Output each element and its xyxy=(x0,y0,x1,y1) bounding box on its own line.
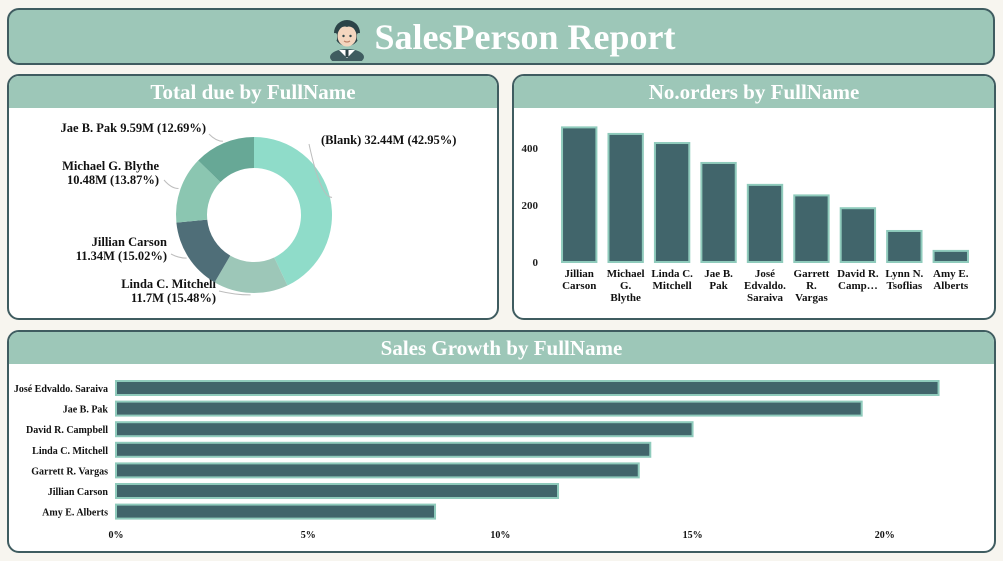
x-tick-label: Mitchell xyxy=(653,280,692,292)
donut-leader-line xyxy=(170,253,187,259)
donut-slice xyxy=(198,137,254,183)
salesperson-avatar-icon xyxy=(329,19,364,61)
x-tick-label: 0% xyxy=(109,530,124,541)
total-due-title: Total due by FullName xyxy=(9,76,497,108)
x-tick-label: 15% xyxy=(683,530,703,541)
x-tick-label: Lynn N. xyxy=(885,268,923,280)
orders-bar xyxy=(932,249,969,263)
y-tick-label: 200 xyxy=(522,200,539,212)
y-tick-label: 400 xyxy=(522,143,539,155)
x-tick-label: Pak xyxy=(709,280,728,292)
x-tick-label: Garrett xyxy=(794,268,830,280)
x-tick-label: Amy E. xyxy=(933,268,969,280)
growth-bar xyxy=(115,421,694,438)
donut-label-value: 11.34M (15.02%) xyxy=(76,249,167,263)
x-tick-label: Blythe xyxy=(610,292,641,304)
y-tick-label: Garrett R. Vargas xyxy=(31,466,108,477)
total-due-panel: Total due by FullName (Blank) 32.44M (42… xyxy=(7,74,499,320)
donut-label-value: 11.7M (15.48%) xyxy=(131,291,216,305)
donut-slice xyxy=(214,255,288,293)
y-tick-label: José Edvaldo. Saraiva xyxy=(14,384,108,395)
x-tick-label: 5% xyxy=(301,530,316,541)
donut-slice xyxy=(176,219,231,283)
growth-bar xyxy=(115,503,437,520)
x-tick-label: Alberts xyxy=(933,280,969,292)
y-tick-label: Jillian Carson xyxy=(48,487,109,498)
donut-slice xyxy=(254,137,332,286)
y-tick-label: Amy E. Alberts xyxy=(42,508,108,519)
donut-leader-line xyxy=(163,179,179,190)
donut-leader-line xyxy=(308,143,333,198)
orders-bar xyxy=(886,229,923,263)
x-tick-label: 20% xyxy=(875,530,895,541)
x-tick-label: Jae B. xyxy=(704,268,733,280)
orders-panel: No.orders by FullName 0 200 400 Jillian Cars… xyxy=(512,74,996,320)
donut-slice xyxy=(175,160,221,223)
y-tick-label: 0 xyxy=(533,257,539,269)
total-due-donut-chart: (Blank) 32.44M (42.95%) Linda C. Mitchell… xyxy=(61,121,457,305)
growth-bar xyxy=(115,400,863,417)
donut-label: (Blank) 32.44M (42.95%) xyxy=(321,133,456,147)
x-tick-label: 10% xyxy=(490,530,510,541)
report-header: SalesPerson Report xyxy=(7,8,995,65)
donut-label-value: 10.48M (13.87%) xyxy=(67,173,159,187)
x-tick-label: Saraiva xyxy=(747,292,784,304)
x-tick-label: Camp… xyxy=(838,280,878,292)
orders-title: No.orders by FullName xyxy=(514,76,994,108)
x-tick-label: Linda C. xyxy=(651,268,693,280)
y-tick-label: Linda C. Mitchell xyxy=(32,446,108,457)
x-tick-label: Jillian xyxy=(565,268,594,280)
x-tick-label: Carson xyxy=(562,280,596,292)
orders-bar xyxy=(607,132,644,263)
donut-leader-line xyxy=(208,133,223,142)
growth-bar xyxy=(115,441,652,458)
orders-bar xyxy=(561,126,598,263)
y-tick-label: Jae B. Pak xyxy=(63,405,109,416)
x-tick-label: David R. xyxy=(837,268,879,280)
orders-bar xyxy=(746,183,784,263)
orders-bar xyxy=(793,194,830,263)
donut-label-name: Michael G. Blythe xyxy=(62,159,159,173)
sales-growth-panel: Sales Growth by FullName José Edvaldo. S… xyxy=(7,330,996,553)
page-title: SalesPerson Report xyxy=(374,16,676,57)
x-tick-label: José xyxy=(755,268,775,280)
x-tick-label: G. xyxy=(620,280,632,292)
growth-bar xyxy=(115,462,640,479)
sales-growth-bar-chart: José Edvaldo. Saraiva Jae B. Pak David R. … xyxy=(14,380,940,541)
x-tick-label: Tsoflias xyxy=(886,280,922,292)
y-tick-label: David R. Campbell xyxy=(26,425,108,436)
x-tick-label: Edvaldo. xyxy=(744,280,786,292)
orders-bar xyxy=(700,161,737,263)
growth-bar xyxy=(115,380,940,396)
orders-bar xyxy=(839,207,877,264)
orders-bar xyxy=(653,142,691,263)
donut-label: Jae B. Pak 9.59M (12.69%) xyxy=(61,121,206,135)
x-tick-label: Vargas xyxy=(795,292,828,304)
growth-bar xyxy=(115,483,560,499)
donut-label-name: Linda C. Mitchell xyxy=(121,277,216,291)
x-tick-label: Michael xyxy=(607,268,645,280)
donut-label-name: Jillian Carson xyxy=(92,235,167,249)
sales-growth-title: Sales Growth by FullName xyxy=(9,332,994,364)
donut-leader-line xyxy=(218,290,251,296)
x-tick-label: R. xyxy=(806,280,817,292)
